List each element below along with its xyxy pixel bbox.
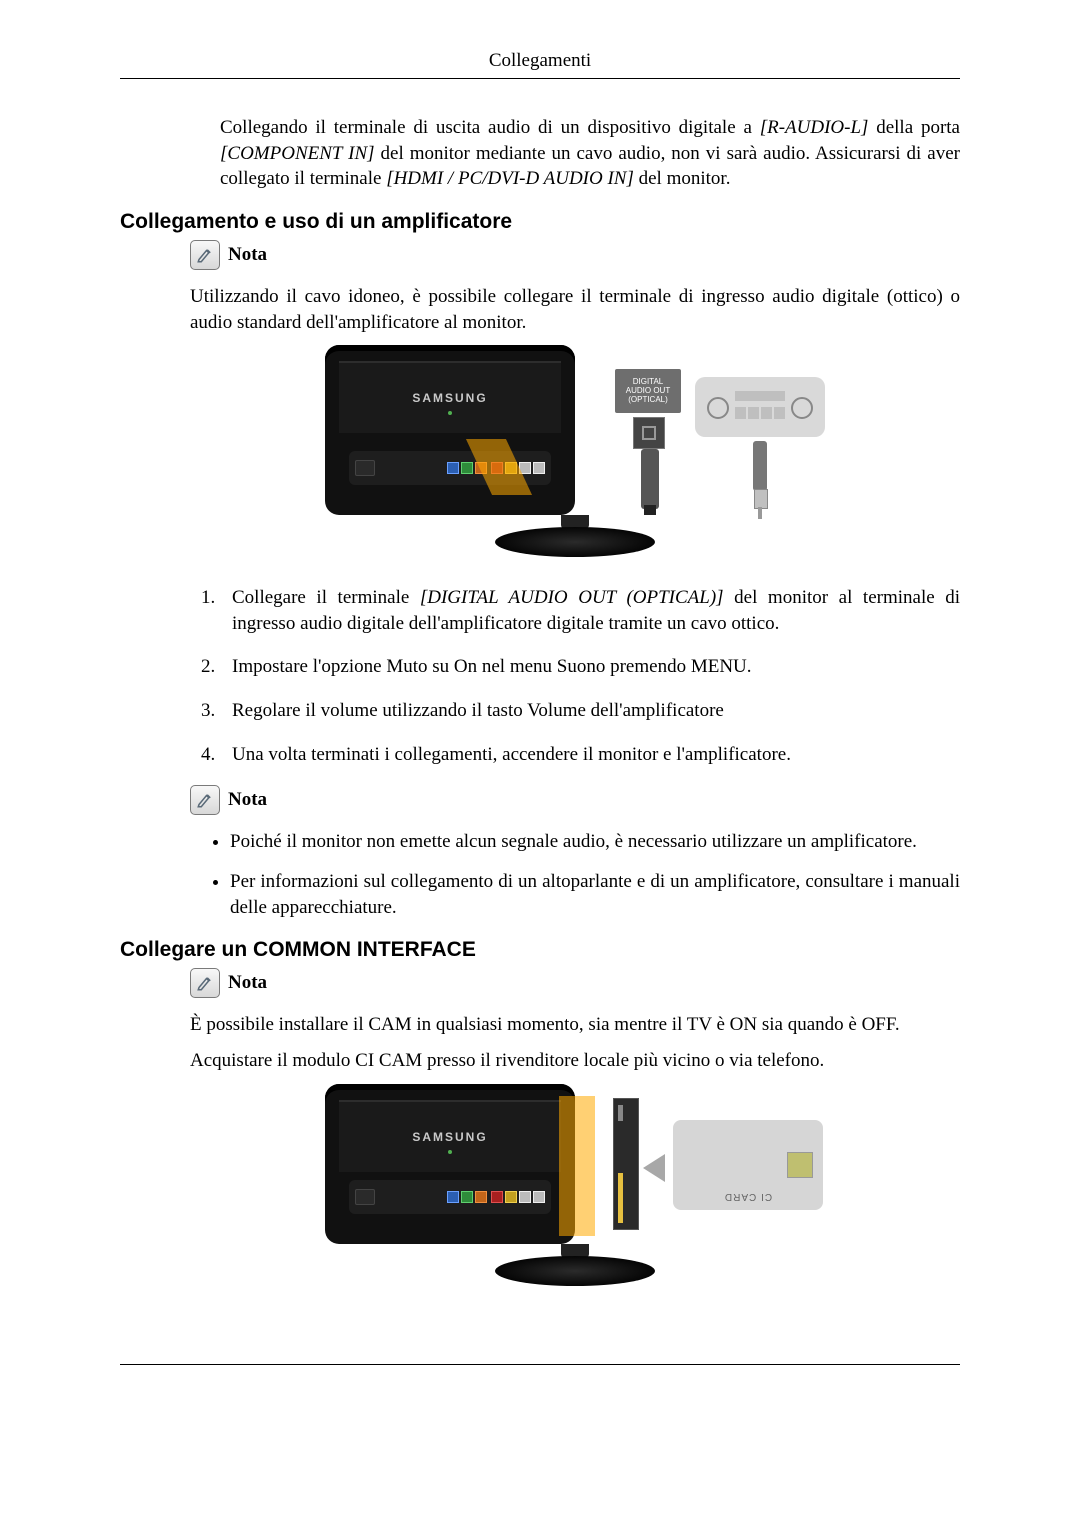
- port-blue: [447, 462, 459, 474]
- optical-port-icon: [633, 417, 665, 449]
- ci-card: CI CARD: [673, 1120, 823, 1210]
- note-icon: [190, 785, 220, 815]
- power-led: [448, 411, 452, 415]
- step-3: Regolare il volume utilizzando il tasto …: [220, 698, 960, 724]
- port-red-2: [491, 1191, 503, 1203]
- fig2-canvas: SAMSUNG: [325, 1084, 825, 1294]
- step1-pre: Collegare il terminale: [232, 587, 420, 608]
- section2-p1: È possibile installare il CAM in qualsia…: [120, 1012, 960, 1038]
- port-group-a: [447, 462, 487, 474]
- intro-i3: [HDMI / PC/DVI-D AUDIO IN]: [386, 168, 634, 189]
- bullet-1: Poiché il monitor non emette alcun segna…: [230, 829, 960, 855]
- intro-pre: Collegando il terminale di uscita audio …: [220, 117, 760, 138]
- amp-buttons: [735, 407, 785, 419]
- port-yellow-2: [505, 1191, 517, 1203]
- spacer: [120, 1314, 960, 1364]
- intro-post: del monitor.: [634, 168, 731, 189]
- ports-panel-2: [349, 1180, 551, 1214]
- intro-paragraph: Collegando il terminale di uscita audio …: [120, 115, 960, 192]
- port-white-2a: [519, 1191, 531, 1203]
- monitor-screen-2: SAMSUNG: [339, 1100, 561, 1172]
- brand-label: SAMSUNG: [412, 391, 487, 405]
- ci-card-label: CI CARD: [724, 1191, 772, 1202]
- amp-display: [735, 391, 785, 401]
- rca-cable: [753, 441, 767, 491]
- bullet-list: Poiché il monitor non emette alcun segna…: [120, 829, 960, 920]
- stand-base: [495, 527, 655, 557]
- brand-label-2: SAMSUNG: [412, 1130, 487, 1144]
- ci-slot: [613, 1098, 639, 1230]
- bullet-2: Per informazioni sul collegamento di un …: [230, 869, 960, 920]
- page: Collegamenti Collegando il terminale di …: [0, 0, 1080, 1425]
- ports-panel: [349, 451, 551, 485]
- ci-chip-icon: [787, 1152, 813, 1178]
- nota-label-2: Nota: [228, 789, 267, 811]
- section2-title: Collegare un COMMON INTERFACE: [120, 938, 960, 962]
- section1-intro: Utilizzando il cavo idoneo, è possibile …: [120, 284, 960, 335]
- amplifier: [695, 377, 825, 437]
- content: Collegando il terminale di uscita audio …: [120, 79, 960, 1294]
- port-group-2b: [491, 1191, 545, 1203]
- step-1: Collegare il terminale [DIGITAL AUDIO OU…: [220, 585, 960, 636]
- amp-knob-right: [791, 397, 813, 419]
- port-green-2: [461, 1191, 473, 1203]
- port-orange-2: [475, 1191, 487, 1203]
- nota-label-3: Nota: [228, 972, 267, 994]
- port-blue-2: [447, 1191, 459, 1203]
- figure-amplifier: SAMSUNG: [120, 345, 960, 565]
- steps-list: Collegare il terminale [DIGITAL AUDIO OU…: [120, 585, 960, 767]
- monitor-back-2: SAMSUNG: [325, 1084, 575, 1244]
- port-white-2b: [533, 1191, 545, 1203]
- port-group-b: [491, 462, 545, 474]
- port-white: [519, 462, 531, 474]
- intro-mid1: della porta: [868, 117, 960, 138]
- port-yellow: [505, 462, 517, 474]
- power-led-2: [448, 1150, 452, 1154]
- port-orange: [475, 462, 487, 474]
- port-usb: [355, 460, 375, 476]
- intro-i1: [R-AUDIO-L]: [760, 117, 869, 138]
- callout-l3: (OPTICAL): [628, 396, 668, 405]
- rca-pin: [758, 507, 762, 519]
- note-icon: [190, 968, 220, 998]
- page-header: Collegamenti: [120, 50, 960, 72]
- monitor-back: SAMSUNG: [325, 345, 575, 515]
- optical-tip: [644, 505, 656, 515]
- fig1-canvas: SAMSUNG: [325, 345, 825, 565]
- arrow-left-icon: [643, 1154, 665, 1182]
- port-white2: [533, 462, 545, 474]
- port-green: [461, 462, 473, 474]
- stand-base-2: [495, 1256, 655, 1286]
- rca-tip: [754, 489, 768, 509]
- nota-row-3: Nota: [120, 968, 960, 998]
- step1-i: [DIGITAL AUDIO OUT (OPTICAL)]: [420, 587, 724, 608]
- port-red: [491, 462, 503, 474]
- optical-cable: [641, 449, 659, 509]
- monitor-screen: SAMSUNG: [339, 361, 561, 433]
- nota-row-1: Nota: [120, 240, 960, 270]
- section2-p2: Acquistare il modulo CI CAM presso il ri…: [120, 1048, 960, 1074]
- port-usb-2: [355, 1189, 375, 1205]
- amp-knob-left: [707, 397, 729, 419]
- section1-title: Collegamento e uso di un amplificatore: [120, 210, 960, 234]
- note-icon: [190, 240, 220, 270]
- nota-label-1: Nota: [228, 244, 267, 266]
- bottom-rule: [120, 1364, 960, 1365]
- figure-ci: SAMSUNG: [120, 1084, 960, 1294]
- port-group-2a: [447, 1191, 487, 1203]
- step-4: Una volta terminati i collegamenti, acce…: [220, 742, 960, 768]
- step-2: Impostare l'opzione Muto su On nel menu …: [220, 654, 960, 680]
- nota-row-2: Nota: [120, 785, 960, 815]
- intro-i2: [COMPONENT IN]: [220, 143, 375, 164]
- optical-callout-label: DIGITAL AUDIO OUT (OPTICAL): [615, 369, 681, 413]
